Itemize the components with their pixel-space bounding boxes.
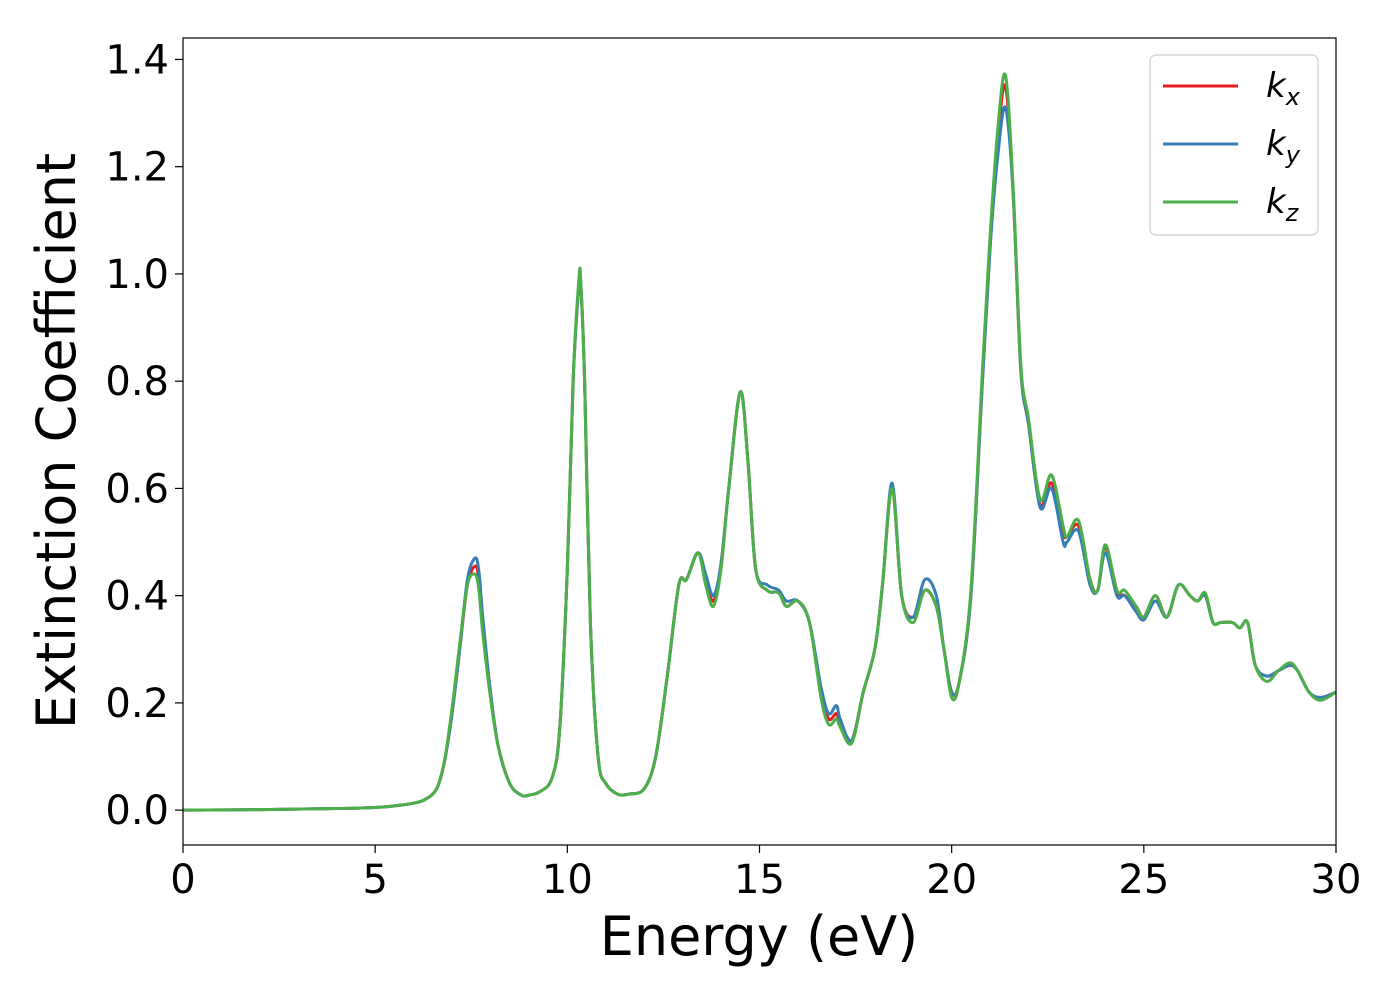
y-tick-label: 0.8: [105, 359, 169, 405]
legend-label-x: kx: [1266, 66, 1301, 111]
series-layer: [183, 72, 1336, 812]
x-tick-label: 0: [170, 857, 195, 903]
y-axis-title: Extinction Coefficient: [25, 153, 88, 729]
y-tick-label: 1.0: [105, 252, 169, 298]
x-tick-label: 30: [1311, 857, 1362, 903]
ticks-layer: 0 5 10 15 20 25 30 0.0 0.2 0.4 0.6 0.8 1.0 1.2 1.4: [105, 37, 1361, 903]
series-line-z: [183, 72, 1336, 812]
y-tick-label: 1.4: [105, 37, 169, 83]
legend-label-z: kz: [1266, 182, 1300, 227]
x-axis-title: Energy (eV): [600, 905, 919, 968]
x-tick-label: 25: [1118, 857, 1169, 903]
y-tick-label: 0.4: [105, 574, 169, 620]
y-tick-label: 1.2: [105, 145, 169, 191]
x-tick-label: 15: [734, 857, 785, 903]
legend: kx ky kz: [1149, 54, 1319, 236]
y-tick-label: 0.0: [105, 788, 169, 834]
y-tick-label: 0.6: [105, 466, 169, 512]
y-tick-label: 0.2: [105, 681, 169, 727]
x-tick-label: 5: [362, 857, 387, 903]
x-tick-label: 10: [542, 857, 593, 903]
x-tick-label: 20: [926, 857, 977, 903]
legend-label-y: ky: [1266, 124, 1301, 169]
